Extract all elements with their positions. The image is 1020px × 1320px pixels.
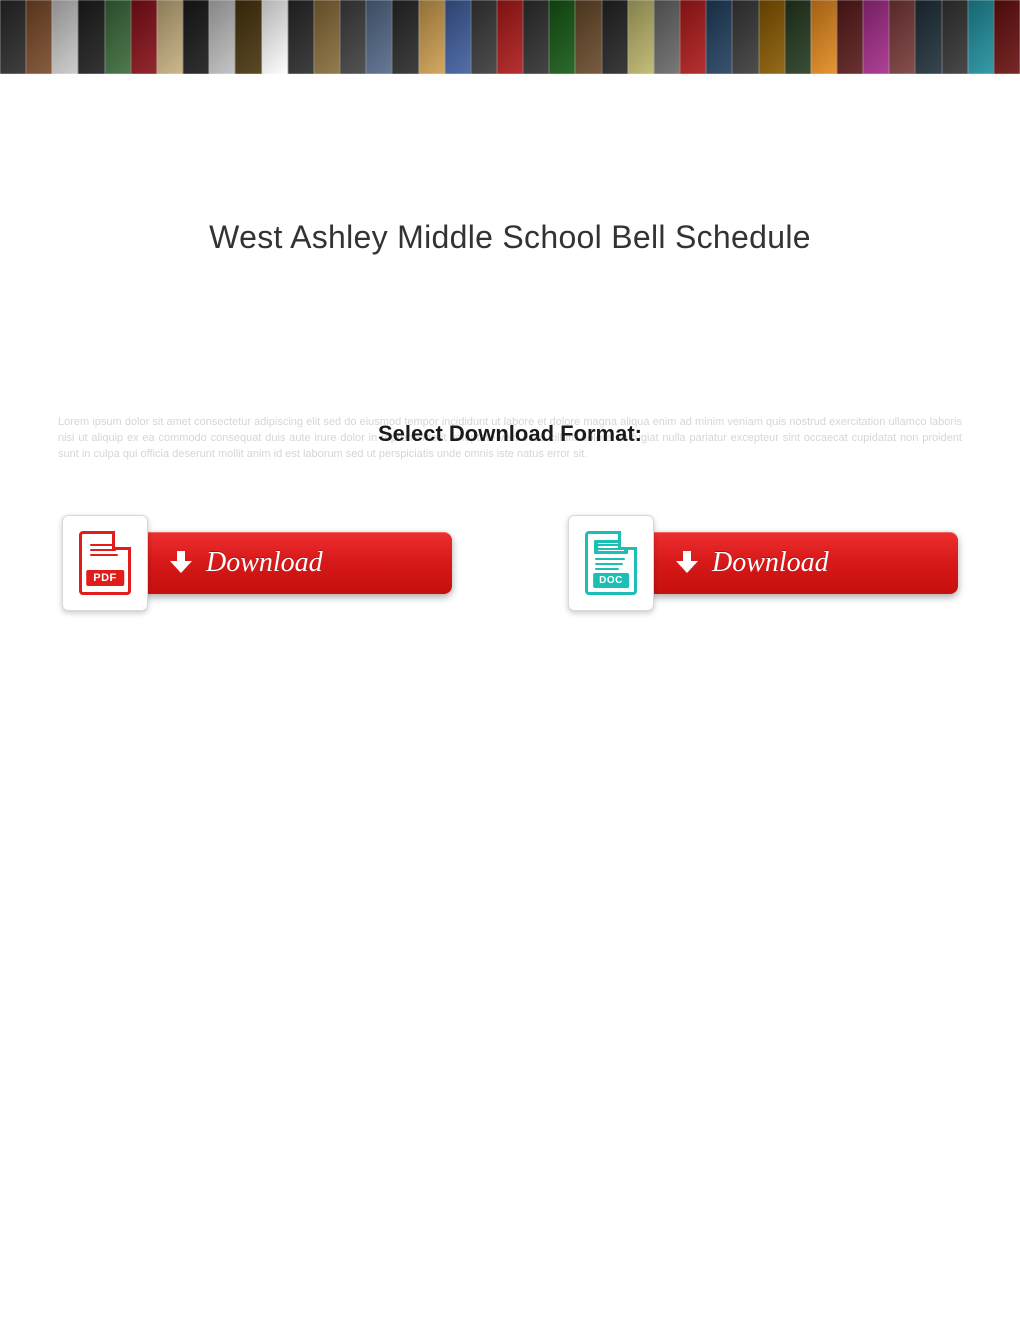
download-doc-button[interactable]: Download <box>648 532 958 594</box>
banner-tile <box>942 0 968 74</box>
banner-tile <box>52 0 78 74</box>
banner-tile <box>288 0 314 74</box>
banner-tile <box>209 0 235 74</box>
banner-tile <box>680 0 706 74</box>
banner-tile <box>445 0 471 74</box>
banner-tile <box>392 0 418 74</box>
banner-tile <box>26 0 52 74</box>
banner-tile <box>314 0 340 74</box>
banner-tile <box>628 0 654 74</box>
banner-tile <box>785 0 811 74</box>
banner-tile <box>366 0 392 74</box>
download-pdf-button-text: Download <box>206 547 323 579</box>
banner-tile <box>602 0 628 74</box>
download-pdf-button[interactable]: Download <box>142 532 452 594</box>
download-doc-button-text: Download <box>712 547 829 579</box>
banner-tile <box>235 0 261 74</box>
doc-file-icon: DOC <box>568 515 654 611</box>
banner-tile <box>732 0 758 74</box>
banner-tile <box>915 0 941 74</box>
top-thumbnail-banner <box>0 0 1020 74</box>
banner-tile <box>994 0 1020 74</box>
banner-tile <box>523 0 549 74</box>
banner-tile <box>0 0 26 74</box>
banner-tile <box>706 0 732 74</box>
download-pdf-item[interactable]: PDF Download <box>62 515 452 611</box>
banner-tile <box>811 0 837 74</box>
banner-tile <box>471 0 497 74</box>
pdf-file-icon: PDF <box>62 515 148 611</box>
banner-tile <box>340 0 366 74</box>
banner-tile <box>183 0 209 74</box>
banner-tile <box>654 0 680 74</box>
download-arrow-icon <box>170 551 192 575</box>
content-area: Lorem ipsum dolor sit amet consectetur a… <box>56 421 964 611</box>
download-doc-item[interactable]: DOC Download <box>568 515 958 611</box>
banner-tile <box>837 0 863 74</box>
download-arrow-icon <box>676 551 698 575</box>
banner-tile <box>131 0 157 74</box>
doc-badge-label: DOC <box>593 573 629 588</box>
banner-tile <box>497 0 523 74</box>
banner-tile <box>549 0 575 74</box>
banner-tile <box>968 0 994 74</box>
banner-tile <box>419 0 445 74</box>
banner-tile <box>262 0 288 74</box>
banner-tile <box>105 0 131 74</box>
banner-tile <box>759 0 785 74</box>
download-row: PDF Download DOC Download <box>56 515 964 611</box>
select-format-label: Select Download Format: <box>56 421 964 447</box>
banner-tile <box>863 0 889 74</box>
banner-tile <box>78 0 104 74</box>
page-title: West Ashley Middle School Bell Schedule <box>0 219 1020 256</box>
banner-tile <box>157 0 183 74</box>
banner-tile <box>889 0 915 74</box>
banner-tile <box>575 0 601 74</box>
pdf-badge-label: PDF <box>86 570 124 586</box>
